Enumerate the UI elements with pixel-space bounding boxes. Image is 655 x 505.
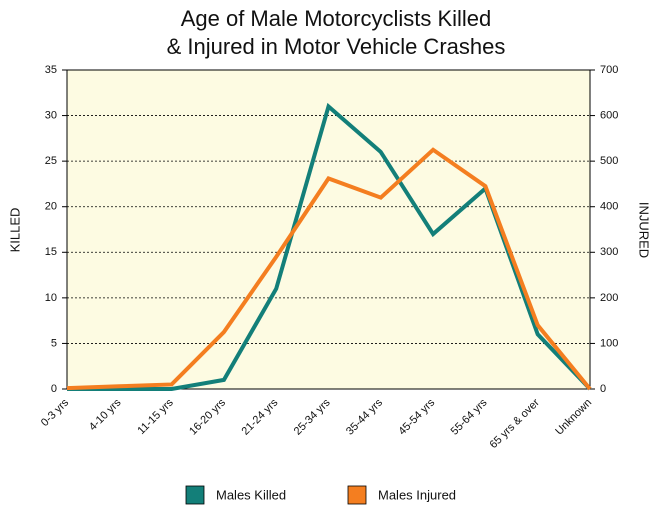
y2-tick-label: 100 [600, 337, 618, 349]
x-tick-label: 11-15 yrs [135, 396, 176, 437]
x-tick-label: 21-24 yrs [239, 396, 280, 437]
plot-border [66, 69, 591, 390]
y-tick-label: 10 [45, 292, 57, 304]
y-tick-label: 30 [45, 109, 57, 121]
x-tick-label: 0-3 yrs [39, 396, 72, 429]
y2-tick-label: 600 [600, 109, 618, 121]
y2-tick-label: 0 [600, 383, 606, 395]
x-tick-label: 55-64 yrs [449, 396, 490, 437]
x-tick-label: 45-54 yrs [396, 396, 437, 437]
x-tick-label: 4-10 yrs [87, 396, 124, 433]
legend-swatch [347, 485, 367, 505]
y2-tick-label: 700 [600, 64, 618, 76]
y2-tick-label: 500 [600, 155, 618, 167]
y-tick-label: 15 [45, 246, 57, 258]
plot-area [67, 70, 590, 389]
y-tick-label: 35 [45, 64, 57, 76]
legend-label: Males Killed [216, 487, 286, 502]
line-series [66, 147, 592, 391]
y-tick-label: 0 [51, 383, 57, 395]
legend-label: Males Injured [378, 487, 456, 502]
y2-axis-title: INJURED [637, 202, 652, 258]
x-tick-label: 25-34 yrs [292, 396, 333, 437]
chart-title: & Injured in Motor Vehicle Crashes [167, 34, 506, 59]
chart-title: Age of Male Motorcyclists Killed [181, 6, 492, 31]
y2-tick-label: 200 [600, 292, 618, 304]
y-tick-label: 20 [45, 201, 57, 213]
x-tick-label: 35-44 yrs [344, 396, 385, 437]
y-axis-title: KILLED [7, 208, 22, 253]
x-tick-label: Unknown [553, 397, 594, 438]
legend-swatch [185, 485, 205, 505]
y2-tick-label: 400 [600, 201, 618, 213]
x-tick-label: 65 yrs & over [488, 396, 543, 451]
y-tick-label: 5 [51, 337, 57, 349]
x-tick-label: 16-20 yrs [187, 396, 228, 437]
y2-tick-label: 300 [600, 246, 618, 258]
y-tick-label: 25 [45, 155, 57, 167]
